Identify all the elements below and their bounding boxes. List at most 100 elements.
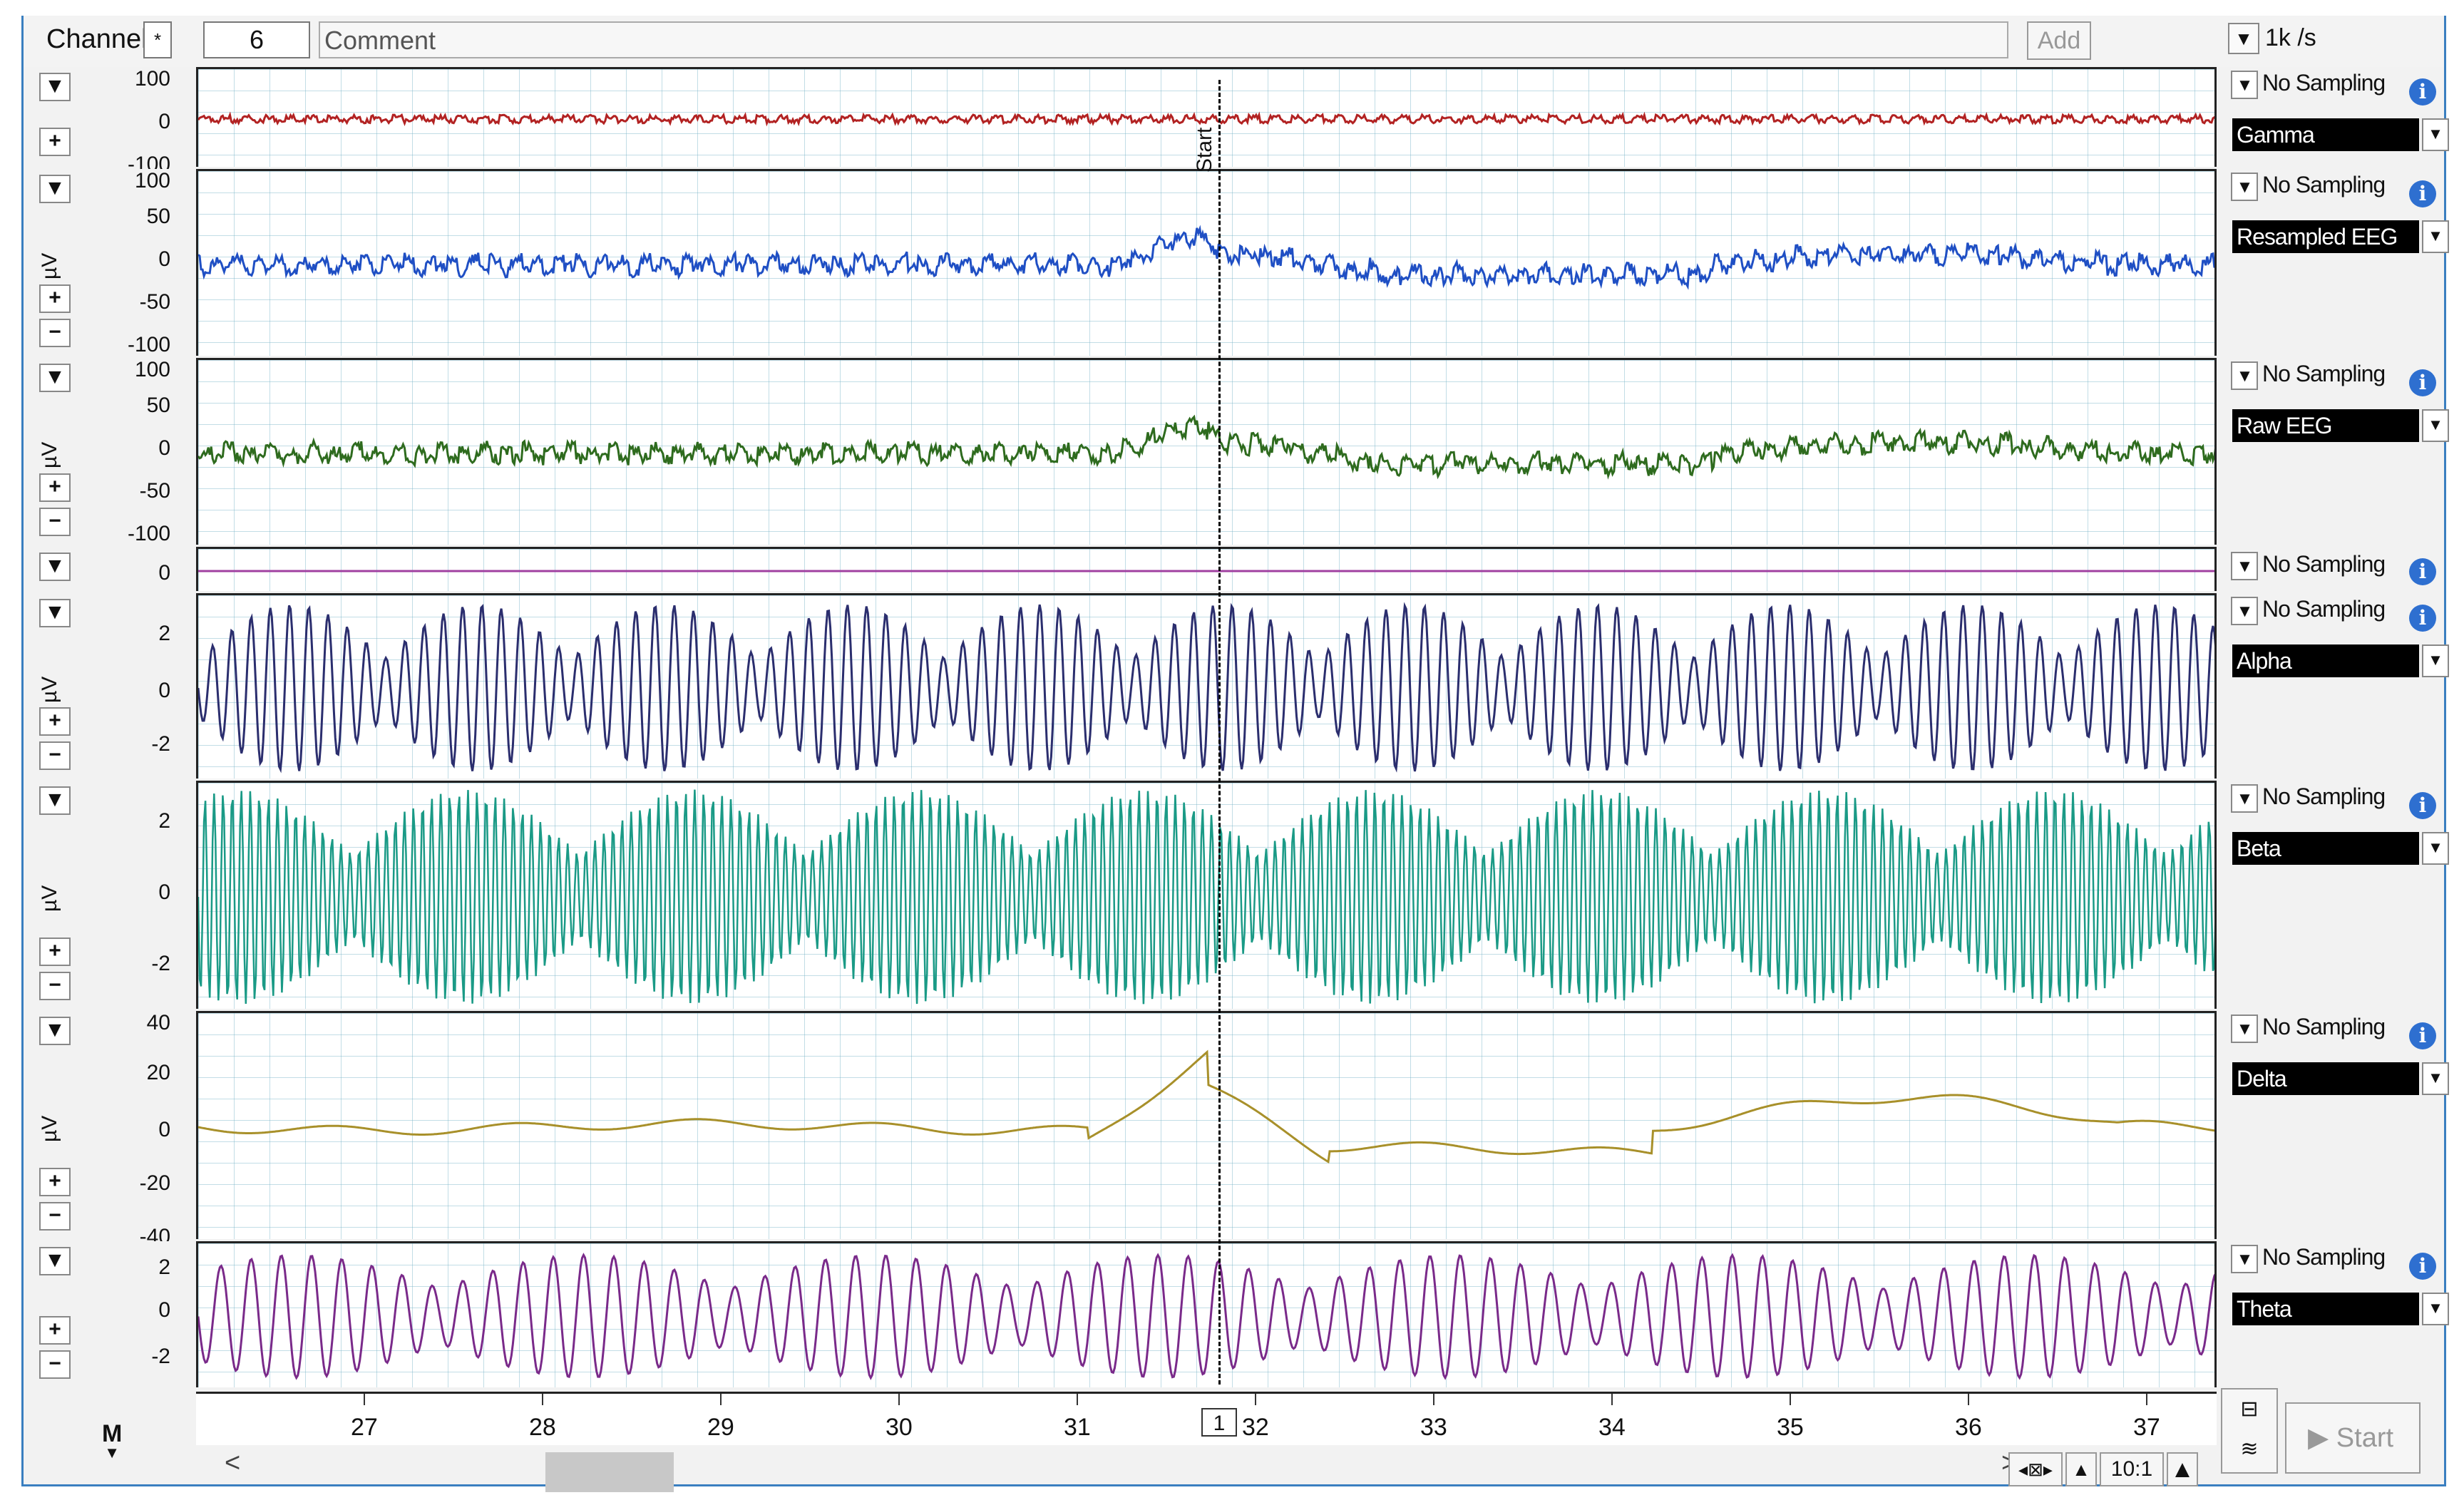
scale-up-button[interactable]: + [39,128,71,156]
sampling-dropdown[interactable]: ▼ No Sampling [2231,1014,2386,1043]
waveform-trace [198,1049,2214,1164]
scale-up-button[interactable]: + [39,284,71,313]
channel-name-dropdown-arrow-icon[interactable]: ▼ [2422,118,2449,151]
sampling-dropdown-arrow-icon[interactable]: ▼ [2231,1014,2258,1043]
scale-down-button[interactable]: − [39,508,71,536]
y-tick-label: 2 [158,622,170,645]
scroll-left-arrow[interactable]: < [225,1448,241,1478]
channel-name-dropdown-arrow-icon[interactable]: ▼ [2422,644,2449,677]
info-icon[interactable]: i [2409,180,2436,207]
sampling-dropdown[interactable]: ▼ No Sampling [2231,361,2386,390]
sampling-dropdown-arrow-icon[interactable]: ▼ [2231,551,2258,580]
time-tick [2146,1394,2147,1405]
channel-name-dropdown-arrow-icon[interactable]: ▼ [2422,832,2449,865]
sampling-dropdown[interactable]: ▼ No Sampling [2231,172,2386,201]
channel-menu-button[interactable]: ▼ [39,599,71,627]
sampling-dropdown-arrow-icon[interactable]: ▼ [2231,1244,2258,1273]
add-comment-button[interactable]: Add [2027,21,2091,60]
marker-button[interactable]: M ▼ [102,1420,122,1461]
plot-alpha[interactable] [196,593,2217,779]
scale-down-button[interactable]: − [39,319,71,347]
channel-name-dropdown-arrow-icon[interactable]: ▼ [2422,220,2449,253]
channel-name-dropdown-arrow-icon[interactable]: ▼ [2422,1062,2449,1095]
info-icon[interactable]: i [2409,605,2436,632]
channel-menu-button[interactable]: ▼ [39,175,71,203]
scale-down-button[interactable]: − [39,741,71,770]
scrollbar-thumb[interactable] [545,1452,674,1492]
info-icon[interactable]: i [2409,1022,2436,1049]
time-tick [1611,1394,1613,1405]
info-icon[interactable]: i [2409,792,2436,819]
rate-label: 1k /s [2265,24,2316,51]
waveform-trace [198,602,2214,774]
info-icon[interactable]: i [2409,78,2436,106]
scale-up-button[interactable]: + [39,1168,71,1196]
channel-name-field[interactable]: Alpha [2232,644,2419,677]
channel-name-field[interactable]: Delta [2232,1062,2419,1095]
scale-up-button[interactable]: + [39,473,71,502]
sampling-dropdown[interactable]: ▼ No Sampling [2231,596,2386,625]
channel-number-field[interactable]: 6 [203,21,310,58]
info-icon[interactable]: i [2409,369,2436,396]
sampling-dropdown-arrow-icon[interactable]: ▼ [2231,784,2258,813]
channel-selector-value: * [153,29,162,51]
cursor-number-badge[interactable]: 1 [1201,1408,1237,1437]
waveform-svg [198,1253,2214,1380]
channel-settings-panel: ▼ No Sampling i Beta ▼ [2221,781,2449,1009]
rate-dropdown-button[interactable]: ▼ [2228,23,2259,54]
channel-menu-button[interactable]: ▼ [39,1017,71,1045]
sampling-dropdown[interactable]: ▼ No Sampling [2231,1244,2386,1273]
plot-channel-4[interactable] [196,547,2217,591]
zoom-out-button[interactable]: ▲ [2065,1452,2097,1486]
plot-delta[interactable] [196,1011,2217,1239]
comment-field[interactable]: Comment [319,21,2008,58]
plot-theta[interactable] [196,1241,2217,1387]
autoscale-button[interactable]: ◂⊠▸ [2008,1452,2063,1486]
sampling-dropdown[interactable]: ▼ No Sampling [2231,784,2386,813]
info-icon[interactable]: i [2409,558,2436,585]
y-tick-label: -20 [139,1171,170,1195]
plot-raw-eeg[interactable] [196,358,2217,545]
plot-gamma[interactable] [196,67,2217,167]
scale-up-button[interactable]: + [39,1316,71,1345]
channel-menu-button[interactable]: ▼ [39,73,71,101]
sampling-dropdown-arrow-icon[interactable]: ▼ [2231,70,2258,99]
start-cursor-line[interactable] [1218,80,1221,1385]
sampling-dropdown-arrow-icon[interactable]: ▼ [2231,361,2258,390]
scale-down-button[interactable]: − [39,1202,71,1231]
sampling-dropdown-arrow-icon[interactable]: ▼ [2231,596,2258,625]
channel-menu-button[interactable]: ▼ [39,364,71,392]
horizontal-scrollbar[interactable]: < > [196,1445,2217,1492]
start-sampling-button[interactable]: ▶ Start [2285,1402,2421,1474]
zoom-ratio-display[interactable]: 10:1 [2100,1452,2164,1486]
scale-up-button[interactable]: + [39,938,71,966]
channel-name-field[interactable]: Gamma [2232,118,2419,151]
channel-name-dropdown-arrow-icon[interactable]: ▼ [2422,409,2449,442]
zoom-in-button[interactable]: ▲ [2167,1452,2198,1486]
time-tick [1077,1394,1078,1405]
sampling-dropdown[interactable]: ▼ No Sampling [2231,70,2386,99]
channel-name-field[interactable]: Theta [2232,1293,2419,1325]
channel-name-dropdown-arrow-icon[interactable]: ▼ [2422,1293,2449,1325]
channel-menu-button[interactable]: ▼ [39,553,71,581]
sampling-dropdown-arrow-icon[interactable]: ▼ [2231,172,2258,201]
plot-resampled-eeg[interactable] [196,169,2217,356]
channel-selector[interactable]: * [143,21,172,58]
scale-down-button[interactable]: − [39,1350,71,1379]
info-icon[interactable]: i [2409,1253,2436,1280]
channel-name-field[interactable]: Raw EEG [2232,409,2419,442]
waveform-svg [198,1049,2214,1164]
mode-toggle-button[interactable]: ⊟ ≋ [2221,1388,2278,1474]
plot-beta[interactable] [196,781,2217,1009]
channel-menu-button[interactable]: ▼ [39,786,71,815]
scale-down-button[interactable]: − [39,972,71,1000]
scale-up-button[interactable]: + [39,707,71,736]
waveform-svg [198,602,2214,774]
channel-name-field[interactable]: Resampled EEG [2232,220,2419,253]
top-toolbar: Channel: * 6 Comment Add ▼ 1k /s [24,16,2444,67]
zoom-ratio-value: 10:1 [2110,1457,2153,1481]
channel-name-field[interactable]: Beta [2232,832,2419,865]
sampling-dropdown[interactable]: ▼ No Sampling [2231,551,2386,580]
sampling-label: No Sampling [2262,172,2386,197]
channel-menu-button[interactable]: ▼ [39,1247,71,1275]
